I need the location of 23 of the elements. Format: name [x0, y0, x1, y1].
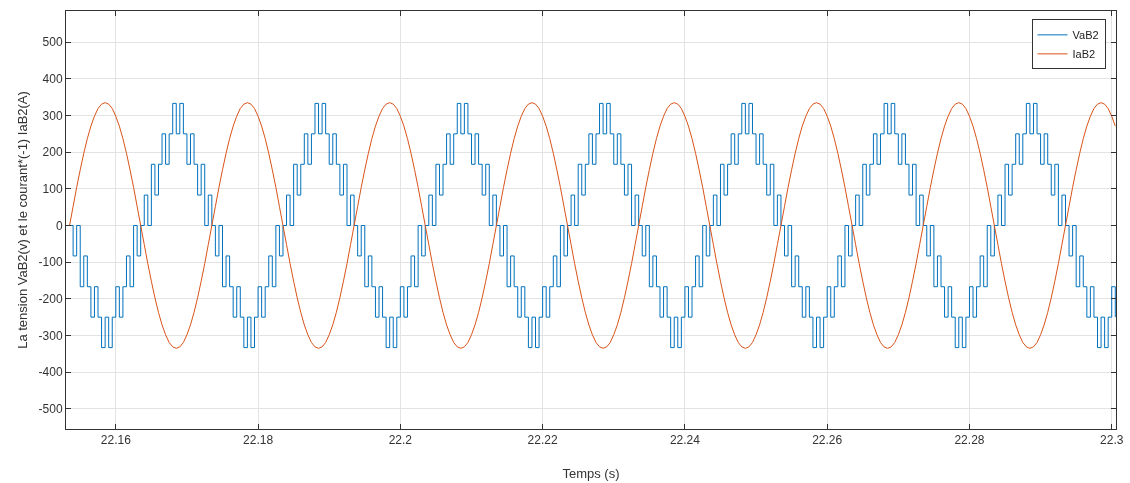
y-tick-label: -100 [38, 255, 63, 270]
y-tick-label: -300 [38, 328, 63, 343]
y-axis-title: La tension VaB2(v) et le courant*(-1) IaB2(A) [14, 91, 30, 349]
x-tick-label: 22.22 [527, 433, 558, 448]
x-tick-label: 22.24 [669, 433, 701, 448]
legend-label: IaB2 [1072, 48, 1096, 61]
y-tick-label: 500 [42, 35, 63, 50]
y-tick-label: -500 [38, 402, 63, 417]
y-tick-label: 200 [42, 145, 63, 160]
x-tick-label: 22.3 [1100, 433, 1124, 448]
y-tick-label: 100 [42, 182, 63, 197]
x-tick-label: 22.2 [388, 433, 413, 448]
y-tick-label: 400 [42, 72, 63, 87]
legend-label: VaB2 [1072, 29, 1099, 42]
y-tick-label: 300 [42, 108, 63, 123]
y-tick-label: 0 [55, 218, 63, 233]
x-tick-label: 22.28 [954, 433, 985, 448]
y-tick-label: -400 [38, 365, 63, 380]
x-tick-label: 22.26 [812, 433, 843, 448]
x-tick-label: 22.18 [243, 433, 274, 448]
x-tick-label: 22.16 [100, 433, 132, 448]
y-tick-label: -200 [38, 292, 63, 307]
x-axis-title: Temps (s) [562, 466, 620, 481]
